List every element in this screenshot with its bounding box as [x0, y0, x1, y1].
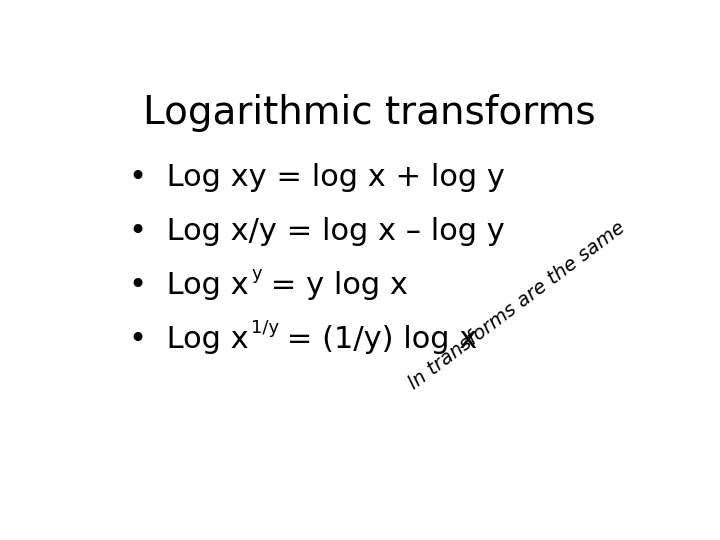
Text: Logarithmic transforms: Logarithmic transforms	[143, 94, 595, 132]
Text: 1/y: 1/y	[251, 319, 279, 336]
Text: ln transforms are the same: ln transforms are the same	[405, 218, 629, 393]
Text: = (1/y) log x: = (1/y) log x	[276, 325, 477, 354]
Text: = y log x: = y log x	[261, 271, 408, 300]
Text: •  Log x: • Log x	[129, 325, 248, 354]
Text: y: y	[251, 265, 262, 282]
Text: •  Log xy = log x + log y: • Log xy = log x + log y	[129, 163, 505, 192]
Text: •  Log x/y = log x – log y: • Log x/y = log x – log y	[129, 217, 505, 246]
Text: •  Log x: • Log x	[129, 271, 248, 300]
